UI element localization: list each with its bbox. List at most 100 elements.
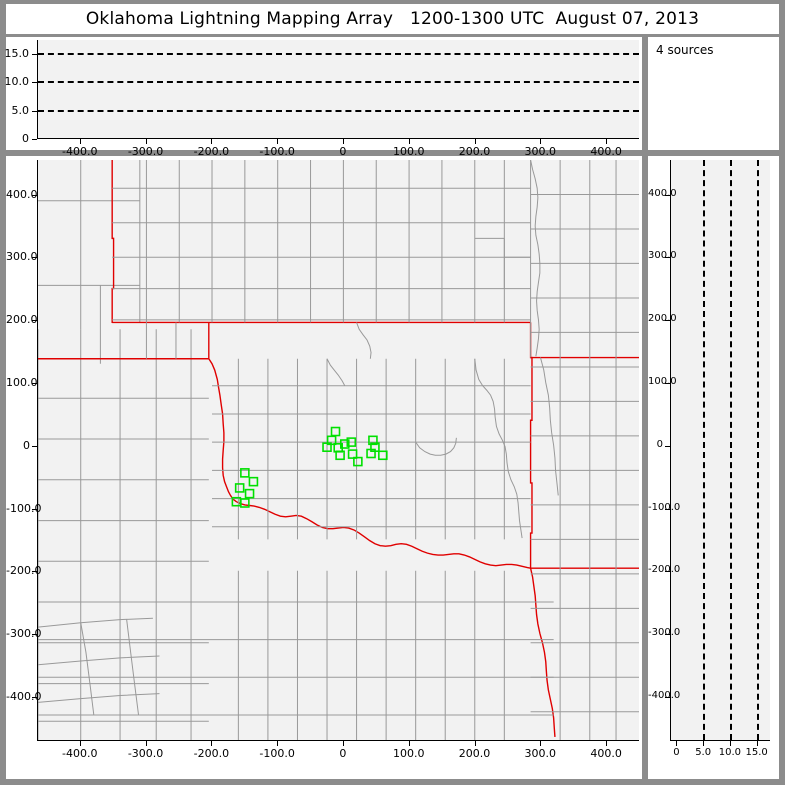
county-line bbox=[126, 619, 140, 716]
x-tickmark bbox=[540, 741, 542, 746]
source-marker bbox=[347, 449, 358, 459]
y-tick-label: 0 bbox=[23, 438, 30, 452]
x-tick-label: 400.0 bbox=[590, 145, 622, 158]
y-tickmark bbox=[665, 257, 670, 259]
x-tickmark bbox=[729, 741, 731, 746]
y-tickmark bbox=[32, 571, 37, 573]
y-tickmark bbox=[665, 382, 670, 384]
gridline-horizontal bbox=[38, 81, 639, 84]
x-tickmark bbox=[756, 741, 758, 746]
y-tickmark bbox=[32, 194, 37, 196]
y-tick-label: -400.0 bbox=[6, 690, 42, 704]
source-count-panel: 4 sources bbox=[648, 37, 779, 150]
y-tickmark bbox=[665, 508, 670, 510]
gridline-vertical bbox=[729, 160, 732, 740]
x-tickmark bbox=[703, 741, 705, 746]
x-tick-label: 100.0 bbox=[392, 145, 425, 158]
x-tick-label: -100.0 bbox=[259, 747, 295, 760]
y-tickmark bbox=[665, 320, 670, 322]
county-line bbox=[38, 655, 160, 666]
x-tick-label: -200.0 bbox=[193, 145, 230, 158]
x-tickmark bbox=[606, 139, 608, 144]
y-tick-label: 300.0 bbox=[648, 250, 677, 262]
y-tick-label: -100.0 bbox=[648, 501, 681, 513]
source-marker bbox=[346, 437, 357, 447]
map-plot-area[interactable] bbox=[37, 160, 639, 741]
x-tickmark bbox=[408, 139, 410, 144]
y-tickmark bbox=[32, 82, 37, 84]
county-line-river bbox=[530, 160, 541, 357]
county-line bbox=[356, 322, 372, 359]
y-tickmark bbox=[32, 634, 37, 636]
x-tick-label: -200.0 bbox=[193, 747, 230, 760]
x-tickmark bbox=[474, 741, 476, 746]
x-tickmark bbox=[342, 139, 344, 144]
y-tickmark bbox=[665, 445, 670, 447]
source-count-label: 4 sources bbox=[656, 43, 714, 57]
x-tickmark bbox=[145, 741, 147, 746]
y-tick-label: 200.0 bbox=[6, 313, 38, 327]
source-marker bbox=[353, 456, 363, 467]
y-tick-label: -100.0 bbox=[6, 501, 42, 515]
x-tickmark bbox=[676, 741, 678, 746]
y-tick-label: 0 bbox=[656, 438, 663, 450]
y-tick-label: -300.0 bbox=[6, 627, 42, 641]
x-tickmark bbox=[474, 139, 476, 144]
x-tick-label: 300.0 bbox=[524, 145, 557, 158]
x-tick-label: 15.0 bbox=[745, 747, 768, 758]
source-marker bbox=[244, 488, 255, 499]
county-line bbox=[38, 617, 153, 628]
y-tick-label: 0 bbox=[22, 132, 29, 145]
x-tickmark bbox=[540, 139, 542, 144]
x-tick-label: 400.0 bbox=[590, 747, 622, 760]
y-tick-label: -200.0 bbox=[648, 564, 681, 576]
x-tick-label: 0 bbox=[339, 145, 347, 158]
x-tick-label: -300.0 bbox=[127, 145, 164, 158]
gridline-horizontal bbox=[38, 53, 639, 56]
y-tick-label: 300.0 bbox=[6, 250, 38, 264]
y-tickmark bbox=[32, 445, 37, 447]
county-line bbox=[326, 358, 346, 386]
x-tick-label: 0 bbox=[673, 747, 680, 758]
source-marker bbox=[368, 435, 378, 446]
x-tickmark bbox=[408, 741, 410, 746]
altitude-histogram-panel: 400.0 300.0 200.0 100.0 0 -100.0 -200.0 -300.0 -… bbox=[648, 156, 779, 779]
source-marker bbox=[240, 498, 250, 508]
x-tickmark bbox=[211, 741, 213, 746]
source-marker bbox=[378, 450, 388, 461]
y-tick-label: 200.0 bbox=[648, 313, 677, 325]
x-tickmark bbox=[79, 741, 81, 746]
source-marker bbox=[339, 439, 350, 449]
altitude-distance-plot-area[interactable] bbox=[37, 40, 639, 139]
y-tick-label: 15.0 bbox=[4, 47, 30, 61]
state-line-nm-co bbox=[111, 160, 115, 324]
source-marker bbox=[248, 476, 259, 487]
y-tick-label: 400.0 bbox=[6, 187, 38, 201]
x-tick-label: -400.0 bbox=[62, 747, 98, 760]
x-tickmark bbox=[277, 741, 279, 746]
y-tickmark bbox=[32, 508, 37, 510]
y-tick-label: 100.0 bbox=[6, 375, 38, 389]
y-tickmark bbox=[32, 320, 37, 322]
y-tick-label: 100.0 bbox=[648, 375, 677, 387]
y-tickmark bbox=[32, 382, 37, 384]
x-tick-label: -100.0 bbox=[259, 145, 295, 158]
x-tickmark bbox=[79, 139, 81, 144]
x-tick-label: 100.0 bbox=[392, 747, 425, 760]
x-tick-label: 5.0 bbox=[695, 747, 712, 758]
source-marker bbox=[335, 450, 345, 461]
y-tickmark bbox=[32, 110, 37, 112]
x-tick-label: 0 bbox=[339, 747, 347, 760]
y-tick-label: 10.0 bbox=[4, 75, 30, 89]
map-panel: 400.0 300.0 200.0 100.0 0 -100.0 -200.0 -300.0 -… bbox=[6, 156, 642, 779]
altitude-histogram-plot-area[interactable] bbox=[670, 160, 770, 741]
y-tickmark bbox=[32, 139, 37, 140]
y-tickmark bbox=[665, 697, 670, 699]
altitude-distance-panel: 0 5.0 10.0 15.0 -400.0 -300.0 -200.0 -100.0 0 100… bbox=[4, 37, 642, 158]
gridline-vertical bbox=[703, 160, 706, 740]
x-tick-label: 10.0 bbox=[718, 747, 742, 758]
gridline-horizontal bbox=[38, 109, 639, 112]
source-marker bbox=[240, 468, 250, 478]
page-title: Oklahoma Lightning Mapping Array 1200-13… bbox=[85, 9, 700, 29]
